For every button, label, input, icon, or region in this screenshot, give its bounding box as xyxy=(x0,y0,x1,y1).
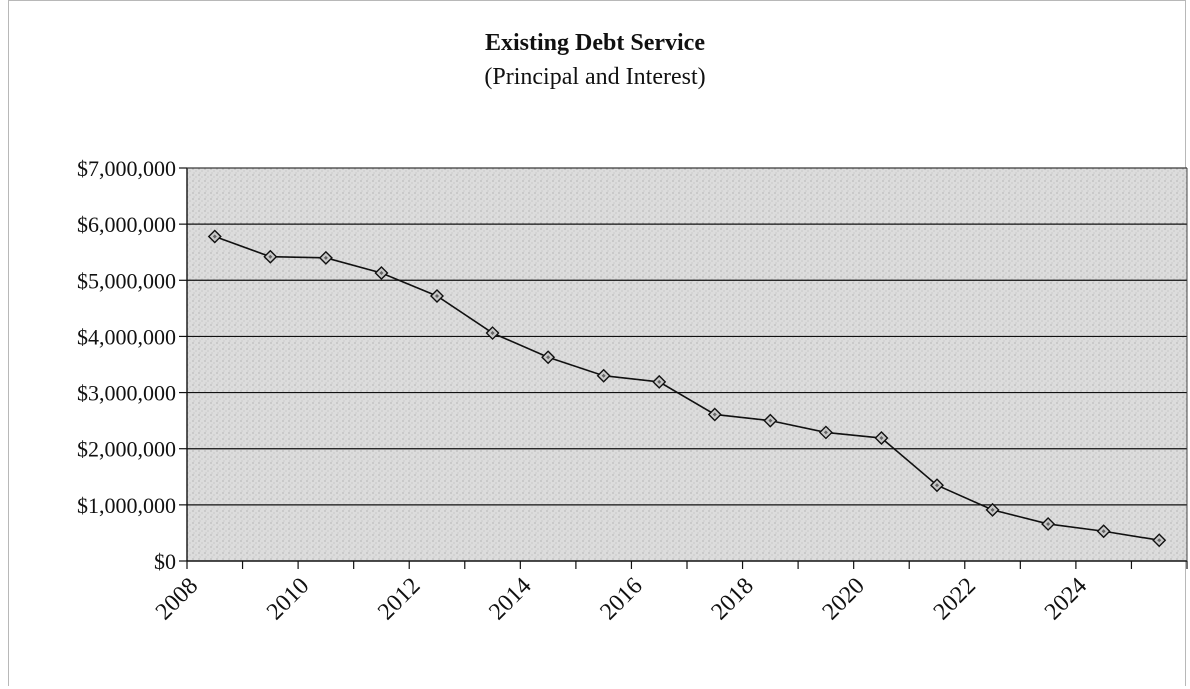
data-point-marker-center xyxy=(823,430,828,435)
data-point-marker-center xyxy=(990,507,995,512)
data-point-marker-center xyxy=(601,373,606,378)
data-point-marker-center xyxy=(323,255,328,260)
y-tick-label: $0 xyxy=(154,549,176,574)
data-point-marker-center xyxy=(1157,538,1162,543)
x-tick-label: 2008 xyxy=(151,573,203,625)
x-tick-label: 2014 xyxy=(484,573,536,625)
y-tick-label: $6,000,000 xyxy=(77,212,176,237)
series-line xyxy=(214,235,1160,542)
axes xyxy=(186,167,1188,569)
x-tick-labels: 2008 2010 2012 2014 2016 2018 2020 2022 2024 xyxy=(151,573,1092,625)
data-point-marker-center xyxy=(268,254,273,259)
x-tick-label: 2024 xyxy=(1040,573,1092,625)
x-tick-label: 2020 xyxy=(818,573,870,625)
data-point-marker-center xyxy=(768,418,773,423)
chart-subtitle: (Principal and Interest) xyxy=(484,64,706,90)
data-point-marker-center xyxy=(435,294,439,299)
x-tick-label: 2018 xyxy=(706,573,758,625)
data-point-marker-center xyxy=(490,331,495,336)
data-point-marker-center xyxy=(712,412,717,417)
data-point-marker-center xyxy=(212,234,217,239)
y-tick-label: $2,000,000 xyxy=(77,437,176,462)
y-tick-label: $5,000,000 xyxy=(77,268,176,293)
series-layer xyxy=(207,229,1167,548)
y-tick-label: $4,000,000 xyxy=(77,324,176,349)
x-tick-label: 2012 xyxy=(373,573,425,625)
data-point-marker-center xyxy=(657,379,662,384)
y-tick-label: $3,000,000 xyxy=(77,381,176,406)
x-tick-label: 2010 xyxy=(262,573,314,625)
y-tick-label: $1,000,000 xyxy=(77,493,176,518)
data-point-marker-center xyxy=(879,436,884,441)
y-tick-label: $7,000,000 xyxy=(77,156,176,181)
x-tick-label: 2022 xyxy=(929,573,981,625)
y-tick-labels: $0 $1,000,000 $2,000,000 $3,000,000 $4,000,0… xyxy=(77,156,176,574)
x-tick-label: 2016 xyxy=(595,573,647,625)
chart-title: Existing Debt Service xyxy=(485,30,705,56)
data-point-marker-center xyxy=(379,270,384,275)
data-point-marker-center xyxy=(1101,529,1106,534)
data-point-marker-center xyxy=(546,355,551,360)
plot-area xyxy=(187,168,1187,561)
data-point-marker-center xyxy=(1046,521,1051,526)
data-point-marker-center xyxy=(935,483,939,488)
